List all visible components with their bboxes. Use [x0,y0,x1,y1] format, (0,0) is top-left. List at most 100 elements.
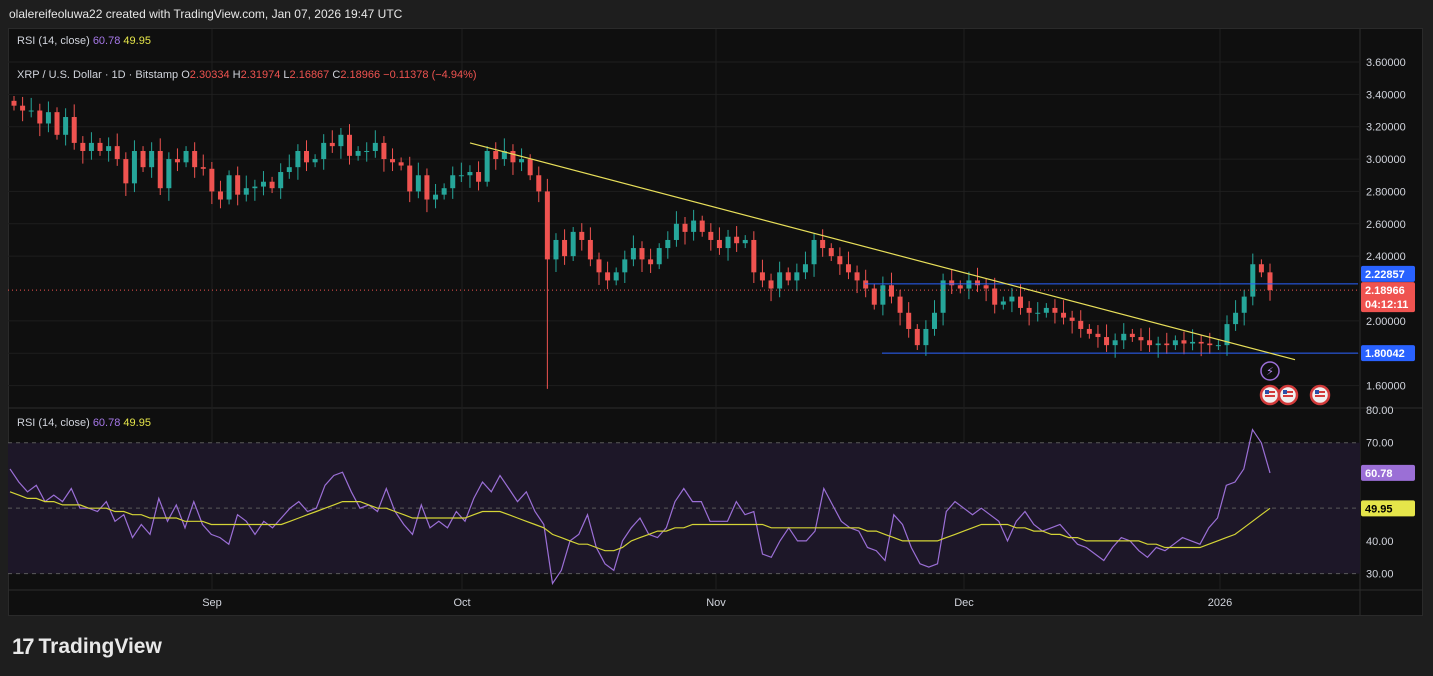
candle-body [587,239,593,260]
candle-body [1181,340,1187,344]
candle-body [1207,343,1213,346]
candle-body [1043,307,1049,313]
candle-body [949,280,955,286]
price-tick-label: 2.80000 [1366,186,1406,198]
rsi-tick-label: 30.00 [1366,569,1394,581]
candle-body [260,181,266,187]
candle-body [716,239,722,249]
candle-body [209,168,215,192]
candle-body [536,175,542,192]
candle-body [613,272,619,281]
candle-body [45,112,51,124]
candle-body [570,231,576,257]
candle-body [828,248,834,257]
candle-body [1000,301,1006,305]
time-tick-label: 2026 [1208,597,1232,609]
last-price-tag-bg [1361,282,1415,313]
candle-body [579,231,585,240]
candle-body [1258,264,1264,273]
candle-body [424,175,430,200]
tradingview-logo[interactable]: 17 TradingView [12,634,162,660]
candle-body [1233,312,1239,325]
candle-body [1224,324,1230,346]
candle-body [458,175,464,177]
candle-body [923,328,929,346]
price-tick-label: 3.40000 [1366,89,1406,101]
time-tick-label: Dec [954,597,974,609]
candle-body [433,194,439,200]
candle-body [1138,337,1144,341]
time-tick-label: Nov [706,597,726,609]
flag-canton [1283,390,1287,394]
tradingview-brand: TradingView [38,635,162,658]
change-value: −0.11378 (−4.94%) [383,69,477,81]
candle-body [252,186,258,189]
candle-body [398,162,404,166]
credit-line: olalereifeoluwa22 created with TradingVi… [9,7,403,21]
candle-body [1026,307,1032,313]
candle-body [11,100,17,106]
flag-canton [1265,390,1269,394]
candle-body [321,142,327,160]
candle-body [467,172,473,176]
time-tick-label: Oct [453,597,470,609]
candle-body [476,172,482,182]
candle-body [966,280,972,289]
candle-body [871,288,877,305]
open-label: O [181,69,190,81]
candle-body [820,239,826,249]
candle-body [1198,341,1204,344]
candle-body [114,146,120,160]
rsi-legend-ma: 49.95 [123,417,151,429]
rsi-tick-label: 70.00 [1366,438,1394,450]
symbol-label: XRP / U.S. Dollar · 1D · Bitstamp [17,69,179,81]
high-value: 2.31974 [240,69,281,81]
price-tick-label: 3.20000 [1366,122,1406,134]
candle-body [1052,307,1058,313]
low-value: 2.16867 [289,69,330,81]
candle-body [28,110,34,112]
rsi-legend[interactable]: RSI (14, close) 60.78 49.95 [17,417,151,429]
candle-body [1267,272,1273,291]
candle-body [931,312,937,329]
candle-body [992,288,998,305]
candle-body [751,239,757,273]
rsi-ma-line [9,491,1271,552]
flag-stripe [1283,391,1293,393]
candle-body [648,259,654,265]
candle-body [140,150,146,168]
candle-body [639,248,645,260]
candle-body [1190,341,1196,344]
candle-body [183,150,189,163]
candle-body [381,142,387,160]
candle-body [364,150,370,152]
candle-body [106,146,112,151]
candle-body [390,159,396,163]
upper-level-tag: 2.22857 [1365,269,1405,281]
rsi-ma-tag: 49.95 [1365,503,1393,515]
candle-body [1035,312,1041,314]
candle-body [484,150,490,182]
candle-body [226,175,232,200]
candle-body [768,280,774,289]
last-price-tag: 2.18966 [1365,285,1405,297]
candle-body [1121,333,1127,341]
last-price-tag-countdown: 04:12:11 [1365,299,1408,311]
candle-body [510,150,516,163]
price-tick-label: 3.00000 [1366,154,1406,166]
upper-level-tag-bg [1361,265,1415,282]
rsi-top-legend-label: RSI (14, close) [17,35,90,47]
candle-body [957,285,963,289]
close-label: C [332,69,341,81]
candle-body [286,167,292,173]
rsi-line [9,428,1271,586]
tradingview-mark-icon: 17 [12,634,35,659]
candle-body [1215,345,1221,347]
candle-body [192,150,198,168]
candle-body [71,117,77,143]
rsi-top-legend[interactable]: RSI (14, close) 60.78 49.95 [17,35,151,47]
price-legend[interactable]: XRP / U.S. Dollar · 1D · Bitstamp O2.303… [17,69,477,81]
flag-stripe [1283,395,1293,397]
candle-body [157,150,163,189]
